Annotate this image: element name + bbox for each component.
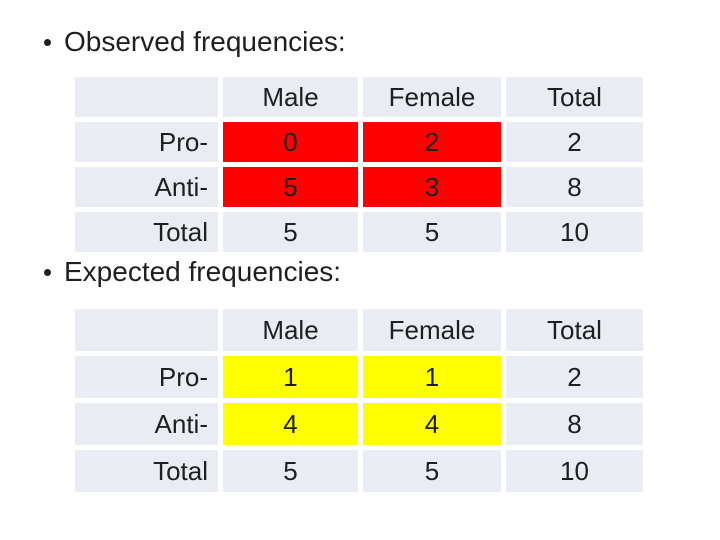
section-title-observed: Observed frequencies:	[44, 26, 346, 58]
section-title-text: Expected frequencies:	[64, 256, 342, 287]
observed-frequencies-table: Male Female Total Pro- 0 2 2 Anti- 5 3 8…	[75, 77, 643, 252]
data-cell-anti-male: 4	[223, 403, 358, 445]
data-cell-total-male: 5	[223, 450, 358, 492]
data-cell-total-total: 10	[506, 450, 643, 492]
bullet-icon	[44, 268, 51, 276]
data-cell-pro-male: 0	[223, 122, 358, 162]
data-cell-anti-female: 4	[363, 403, 501, 445]
row-label-anti: Anti-	[75, 167, 218, 207]
data-cell-total-female: 5	[363, 450, 501, 492]
data-cell-pro-total: 2	[506, 122, 643, 162]
section-title-expected: Expected frequencies:	[44, 256, 341, 288]
expected-frequencies-table: Male Female Total Pro- 1 1 2 Anti- 4 4 8…	[75, 309, 643, 492]
data-cell-pro-total: 2	[506, 356, 643, 398]
column-header-male: Male	[223, 77, 358, 117]
table-corner-cell	[75, 309, 218, 351]
data-cell-total-female: 5	[363, 212, 501, 252]
bullet-icon	[44, 38, 51, 46]
data-cell-anti-total: 8	[506, 167, 643, 207]
section-title-text: Observed frequencies:	[64, 26, 346, 57]
data-cell-pro-female: 1	[363, 356, 501, 398]
table-corner-cell	[75, 77, 218, 117]
data-cell-pro-male: 1	[223, 356, 358, 398]
column-header-female: Female	[363, 77, 501, 117]
column-header-total: Total	[506, 309, 643, 351]
data-cell-total-male: 5	[223, 212, 358, 252]
data-cell-anti-female: 3	[363, 167, 501, 207]
row-label-anti: Anti-	[75, 403, 218, 445]
row-label-total: Total	[75, 450, 218, 492]
row-label-pro: Pro-	[75, 122, 218, 162]
data-cell-pro-female: 2	[363, 122, 501, 162]
column-header-total: Total	[506, 77, 643, 117]
data-cell-total-total: 10	[506, 212, 643, 252]
data-cell-anti-total: 8	[506, 403, 643, 445]
column-header-female: Female	[363, 309, 501, 351]
column-header-male: Male	[223, 309, 358, 351]
row-label-total: Total	[75, 212, 218, 252]
data-cell-anti-male: 5	[223, 167, 358, 207]
row-label-pro: Pro-	[75, 356, 218, 398]
